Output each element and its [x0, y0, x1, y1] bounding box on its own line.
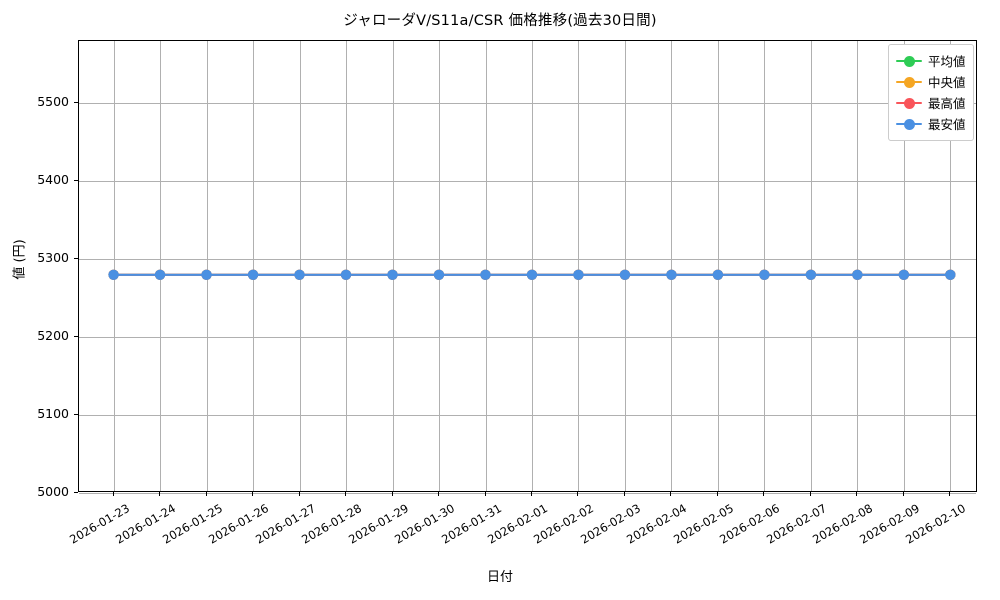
x-gridline — [671, 41, 673, 491]
x-tick-mark — [670, 492, 672, 496]
series-marker — [805, 269, 817, 280]
series-marker — [154, 269, 166, 280]
y-tick-mark — [74, 336, 78, 338]
x-gridline — [485, 41, 487, 491]
x-gridline — [717, 41, 719, 491]
x-tick-mark — [716, 492, 718, 496]
x-tick-mark — [531, 492, 533, 496]
y-tick-mark — [74, 258, 78, 260]
series-marker — [666, 269, 677, 280]
series-marker — [247, 269, 259, 280]
series-marker — [573, 269, 584, 280]
x-gridline — [253, 41, 254, 491]
series-marker — [526, 269, 538, 280]
series-marker — [294, 269, 305, 280]
legend-label: 中央値 — [928, 75, 966, 90]
series-marker — [201, 269, 212, 280]
x-tick-mark — [159, 492, 161, 496]
y-tick-label: 5200 — [37, 328, 69, 344]
legend-marker-icon — [896, 54, 922, 68]
x-axis-label: 日付 — [486, 570, 513, 585]
legend-marker-icon — [896, 96, 922, 110]
x-gridline — [578, 41, 580, 491]
y-tick-label: 5500 — [37, 94, 69, 110]
x-tick-mark — [623, 492, 625, 496]
series-marker — [759, 269, 770, 280]
plot-area — [78, 40, 977, 494]
series-layer — [108, 269, 956, 280]
x-tick-mark — [902, 492, 904, 496]
legend-item[interactable]: 最高値 — [896, 92, 966, 113]
x-gridline — [624, 41, 626, 491]
x-tick-mark — [112, 492, 114, 496]
x-tick-mark — [856, 492, 858, 496]
y-tick-mark — [74, 102, 78, 104]
legend-item[interactable]: 最安値 — [896, 113, 966, 134]
legend-label: 最高値 — [928, 96, 966, 111]
x-tick-mark — [391, 492, 393, 496]
x-tick-mark — [577, 492, 579, 496]
y-gridline — [79, 181, 976, 183]
x-tick-mark — [252, 492, 254, 496]
y-gridline — [79, 103, 976, 105]
y-tick-mark — [74, 492, 78, 494]
legend-item[interactable]: 平均値 — [896, 50, 966, 71]
x-gridline — [857, 41, 859, 491]
x-gridline — [950, 41, 952, 491]
series-marker — [480, 269, 491, 280]
y-axis-label: 値 (円) — [12, 239, 28, 280]
x-gridline — [160, 41, 162, 491]
y-tick-label: 5000 — [37, 484, 69, 499]
x-tick-mark — [763, 492, 765, 496]
y-gridline — [79, 259, 976, 261]
series-marker — [340, 269, 352, 280]
y-gridline — [79, 337, 976, 339]
x-tick-mark — [345, 492, 347, 496]
series-marker — [852, 269, 863, 280]
legend-item[interactable]: 中央値 — [896, 71, 966, 92]
series-marker — [619, 269, 631, 280]
y-tick-label: 5400 — [37, 172, 69, 188]
legend-label: 平均値 — [928, 54, 966, 69]
y-gridline — [79, 415, 976, 417]
x-tick-mark — [298, 492, 300, 496]
y-tick-mark — [74, 180, 78, 182]
series-marker — [945, 269, 956, 280]
x-tick-mark — [205, 492, 207, 496]
x-gridline — [903, 41, 905, 491]
legend-label: 最安値 — [928, 117, 966, 132]
x-tick-mark — [809, 492, 811, 496]
x-gridline — [113, 41, 115, 491]
x-gridline — [532, 41, 533, 491]
series-marker — [712, 269, 724, 280]
x-tick-mark — [438, 492, 440, 496]
x-tick-mark — [949, 492, 951, 496]
series-marker — [898, 269, 910, 280]
legend-marker-icon — [896, 117, 922, 131]
x-gridline — [439, 41, 440, 491]
x-gridline — [346, 41, 347, 491]
x-gridline — [392, 41, 394, 491]
x-gridline — [206, 41, 208, 491]
x-gridline — [810, 41, 812, 491]
x-tick-mark — [484, 492, 486, 496]
chart-title: ジャローダV/S11a/CSR 価格推移(過去30日間) — [343, 13, 657, 29]
legend-marker-icon — [896, 75, 922, 89]
x-gridline — [764, 41, 766, 491]
series-marker — [387, 269, 398, 280]
series-marker — [433, 269, 445, 280]
chart-legend[interactable]: 平均値中央値最高値最安値 — [888, 44, 974, 141]
x-gridline — [299, 41, 301, 491]
y-gridline — [79, 493, 976, 494]
series-marker — [108, 269, 119, 280]
y-tick-label: 5300 — [37, 250, 69, 266]
y-tick-label: 5100 — [37, 406, 69, 422]
y-tick-mark — [74, 414, 78, 416]
